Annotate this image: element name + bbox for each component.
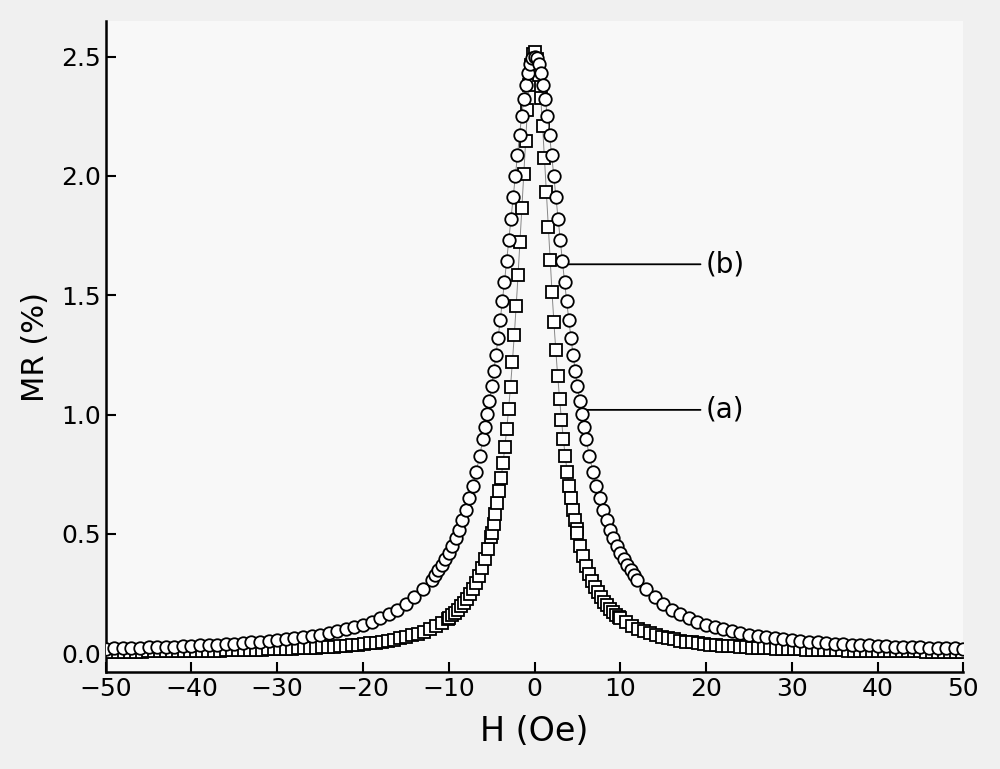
Text: (b): (b) — [565, 250, 745, 278]
Text: (a): (a) — [578, 396, 745, 424]
X-axis label: H (Oe): H (Oe) — [480, 715, 589, 748]
Y-axis label: MR (%): MR (%) — [21, 291, 50, 401]
